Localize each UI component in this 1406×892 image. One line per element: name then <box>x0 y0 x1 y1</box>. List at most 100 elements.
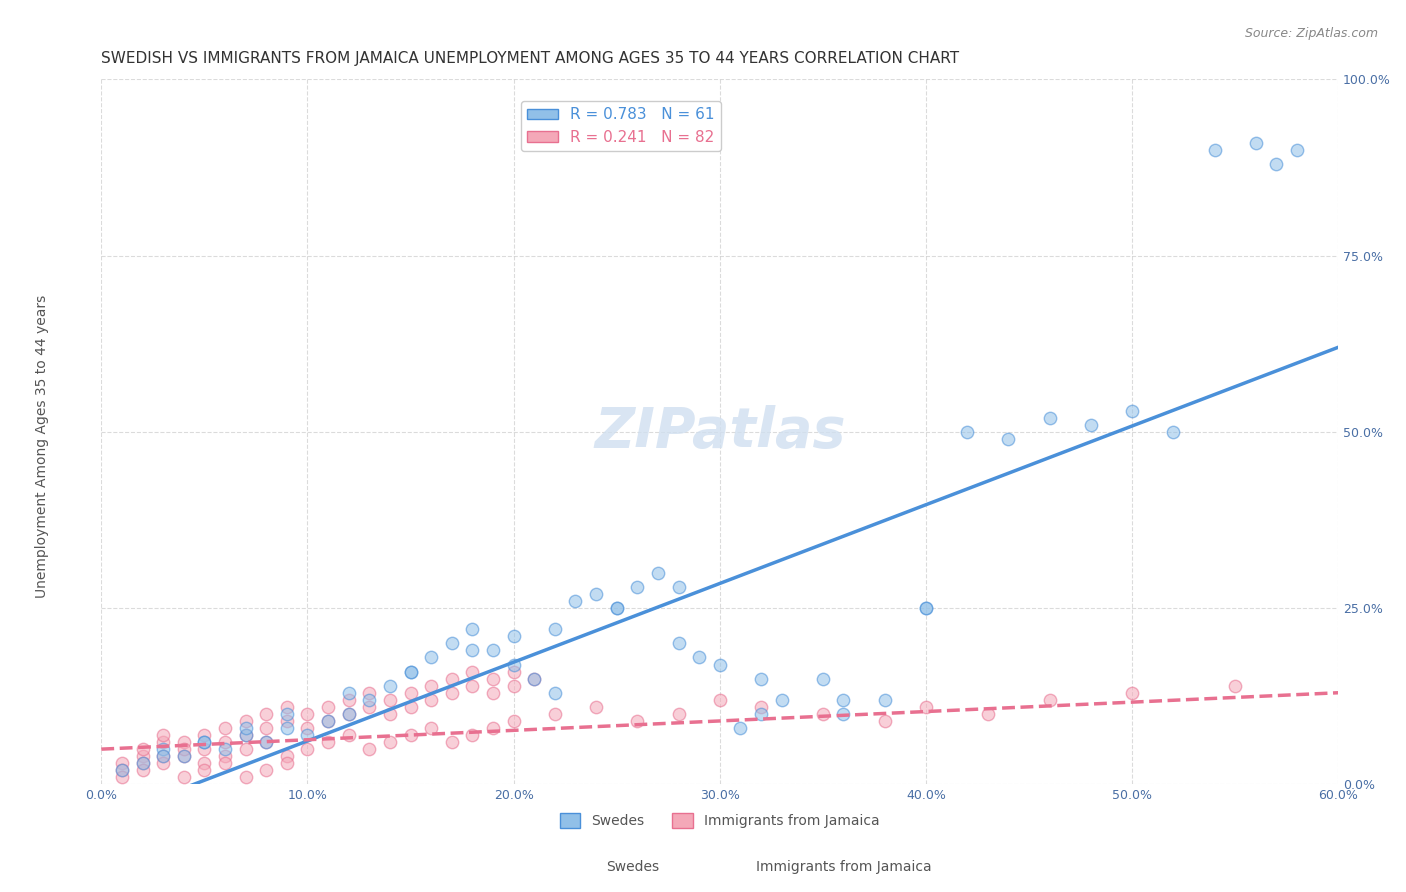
Point <box>1121 686 1143 700</box>
Point <box>152 735 174 749</box>
Point <box>399 665 422 679</box>
Point <box>316 699 339 714</box>
Point <box>337 728 360 742</box>
Point <box>606 601 628 615</box>
Point <box>832 706 855 721</box>
Point <box>173 770 195 784</box>
Point <box>873 714 896 728</box>
Point <box>420 721 443 735</box>
Point <box>152 728 174 742</box>
Point <box>152 742 174 756</box>
Point <box>316 714 339 728</box>
Point <box>461 665 484 679</box>
Point <box>709 693 731 707</box>
Point <box>730 721 752 735</box>
Point <box>173 742 195 756</box>
Text: ZIPatlas: ZIPatlas <box>593 405 845 458</box>
Point <box>915 601 938 615</box>
Point <box>564 594 586 608</box>
Point <box>235 770 257 784</box>
Point <box>276 749 298 764</box>
Point <box>461 622 484 636</box>
Point <box>111 764 134 778</box>
Point <box>749 706 772 721</box>
Point <box>1265 157 1288 171</box>
Point <box>359 742 381 756</box>
Point <box>235 728 257 742</box>
Point <box>378 735 401 749</box>
Point <box>316 735 339 749</box>
Point <box>1039 693 1062 707</box>
Point <box>668 580 690 594</box>
Point <box>1285 143 1308 157</box>
Point <box>461 728 484 742</box>
Point <box>502 714 524 728</box>
Point <box>173 735 195 749</box>
Point <box>502 629 524 643</box>
Legend: Swedes, Immigrants from Jamaica: Swedes, Immigrants from Jamaica <box>554 808 886 834</box>
Point <box>254 735 277 749</box>
Point <box>1204 143 1226 157</box>
Point <box>585 699 607 714</box>
Point <box>997 432 1019 446</box>
Point <box>131 756 153 771</box>
Point <box>337 686 360 700</box>
Point <box>131 742 153 756</box>
Point <box>461 679 484 693</box>
Point <box>626 580 648 594</box>
Point <box>214 742 236 756</box>
Point <box>1121 403 1143 417</box>
Point <box>482 686 505 700</box>
Point <box>502 657 524 672</box>
Point <box>235 721 257 735</box>
Point <box>111 756 134 771</box>
Point <box>420 650 443 665</box>
Point <box>193 735 215 749</box>
Point <box>131 749 153 764</box>
Point <box>440 672 463 686</box>
Point <box>214 756 236 771</box>
Point <box>276 756 298 771</box>
Point <box>482 643 505 657</box>
Point <box>523 672 546 686</box>
Point <box>214 749 236 764</box>
Point <box>254 764 277 778</box>
Point <box>193 728 215 742</box>
Point <box>359 699 381 714</box>
Point <box>297 706 319 721</box>
Text: Unemployment Among Ages 35 to 44 years: Unemployment Among Ages 35 to 44 years <box>35 294 49 598</box>
Point <box>1163 425 1185 439</box>
Point <box>1225 679 1247 693</box>
Point <box>359 686 381 700</box>
Text: SWEDISH VS IMMIGRANTS FROM JAMAICA UNEMPLOYMENT AMONG AGES 35 TO 44 YEARS CORREL: SWEDISH VS IMMIGRANTS FROM JAMAICA UNEMP… <box>101 51 959 66</box>
Point <box>193 742 215 756</box>
Point <box>502 665 524 679</box>
Point <box>276 714 298 728</box>
Point <box>420 693 443 707</box>
Point <box>235 728 257 742</box>
Point <box>193 756 215 771</box>
Point <box>1244 136 1267 150</box>
Point <box>544 686 567 700</box>
Point <box>440 686 463 700</box>
Point <box>254 721 277 735</box>
Point <box>131 756 153 771</box>
Point <box>378 679 401 693</box>
Point <box>749 699 772 714</box>
Point <box>420 679 443 693</box>
Point <box>276 721 298 735</box>
Point <box>214 721 236 735</box>
Point <box>482 721 505 735</box>
Point <box>235 742 257 756</box>
Point <box>297 728 319 742</box>
Point <box>977 706 1000 721</box>
Point <box>254 735 277 749</box>
Point <box>337 706 360 721</box>
Point <box>152 749 174 764</box>
Point <box>131 764 153 778</box>
Point <box>316 714 339 728</box>
Point <box>152 756 174 771</box>
Text: Immigrants from Jamaica: Immigrants from Jamaica <box>756 860 931 874</box>
Point <box>399 728 422 742</box>
Point <box>915 601 938 615</box>
